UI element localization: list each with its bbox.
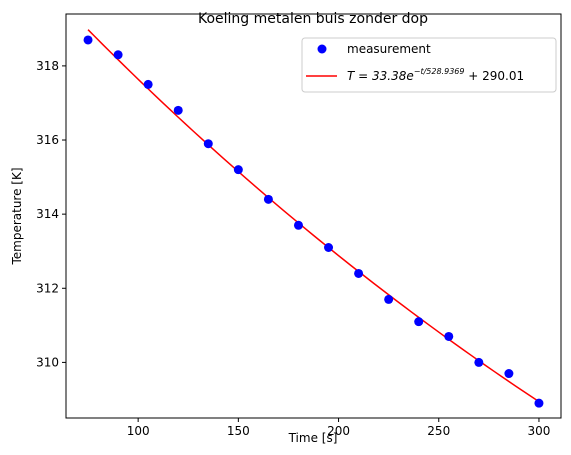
measurement-point [324,243,334,253]
y-tick-label: 314 [36,207,59,221]
y-axis-label: Temperature [K] [10,167,24,265]
chart-title: Koeling metalen buis zonder dop [198,11,428,27]
plot-frame [65,13,562,419]
y-tick-label: 310 [36,355,59,369]
measurement-point [173,105,183,115]
measurement-point [113,50,123,60]
x-tick-label: 150 [227,424,250,438]
y-tick-label: 316 [36,133,59,147]
measurement-point [534,398,544,408]
x-axis-label: Time [s] [288,431,338,445]
legend-fit-exponent: −t/528.9369 [414,67,465,76]
measurement-point [474,357,484,367]
y-tick-label: 312 [36,281,59,295]
legend-label-measurement: measurement [347,42,431,56]
measurement-point [83,35,93,45]
measurement-point [233,165,243,175]
legend-label-fit: T = 33.38e−t/528.9369 + 290.01 [347,67,524,83]
measurement-point [263,194,273,204]
axis-ticks: 100 150 200 250 300 310 312 314 316 318 [36,59,550,438]
measurement-point [414,317,424,327]
measurement-point [354,268,364,278]
legend-box [301,37,557,93]
legend-fit-prefix: T = 33.38e [347,69,414,83]
legend: measurement T = 33.38e−t/528.9369 + 290.… [301,37,557,93]
measurement-point [444,331,454,341]
measurement-point [384,294,394,304]
measurement-point [143,79,153,89]
x-tick-label: 200 [327,424,350,438]
x-tick-label: 250 [427,424,450,438]
x-tick-label: 100 [127,424,150,438]
x-tick-label: 300 [528,424,551,438]
plot-area [83,29,544,408]
measurement-point [203,139,213,149]
measurement-point [504,369,514,379]
measurement-point [293,220,303,230]
fit-line [87,29,540,403]
legend-fit-suffix: + 290.01 [464,69,524,83]
legend-marker-measurement [317,44,327,54]
y-tick-label: 318 [36,59,59,73]
